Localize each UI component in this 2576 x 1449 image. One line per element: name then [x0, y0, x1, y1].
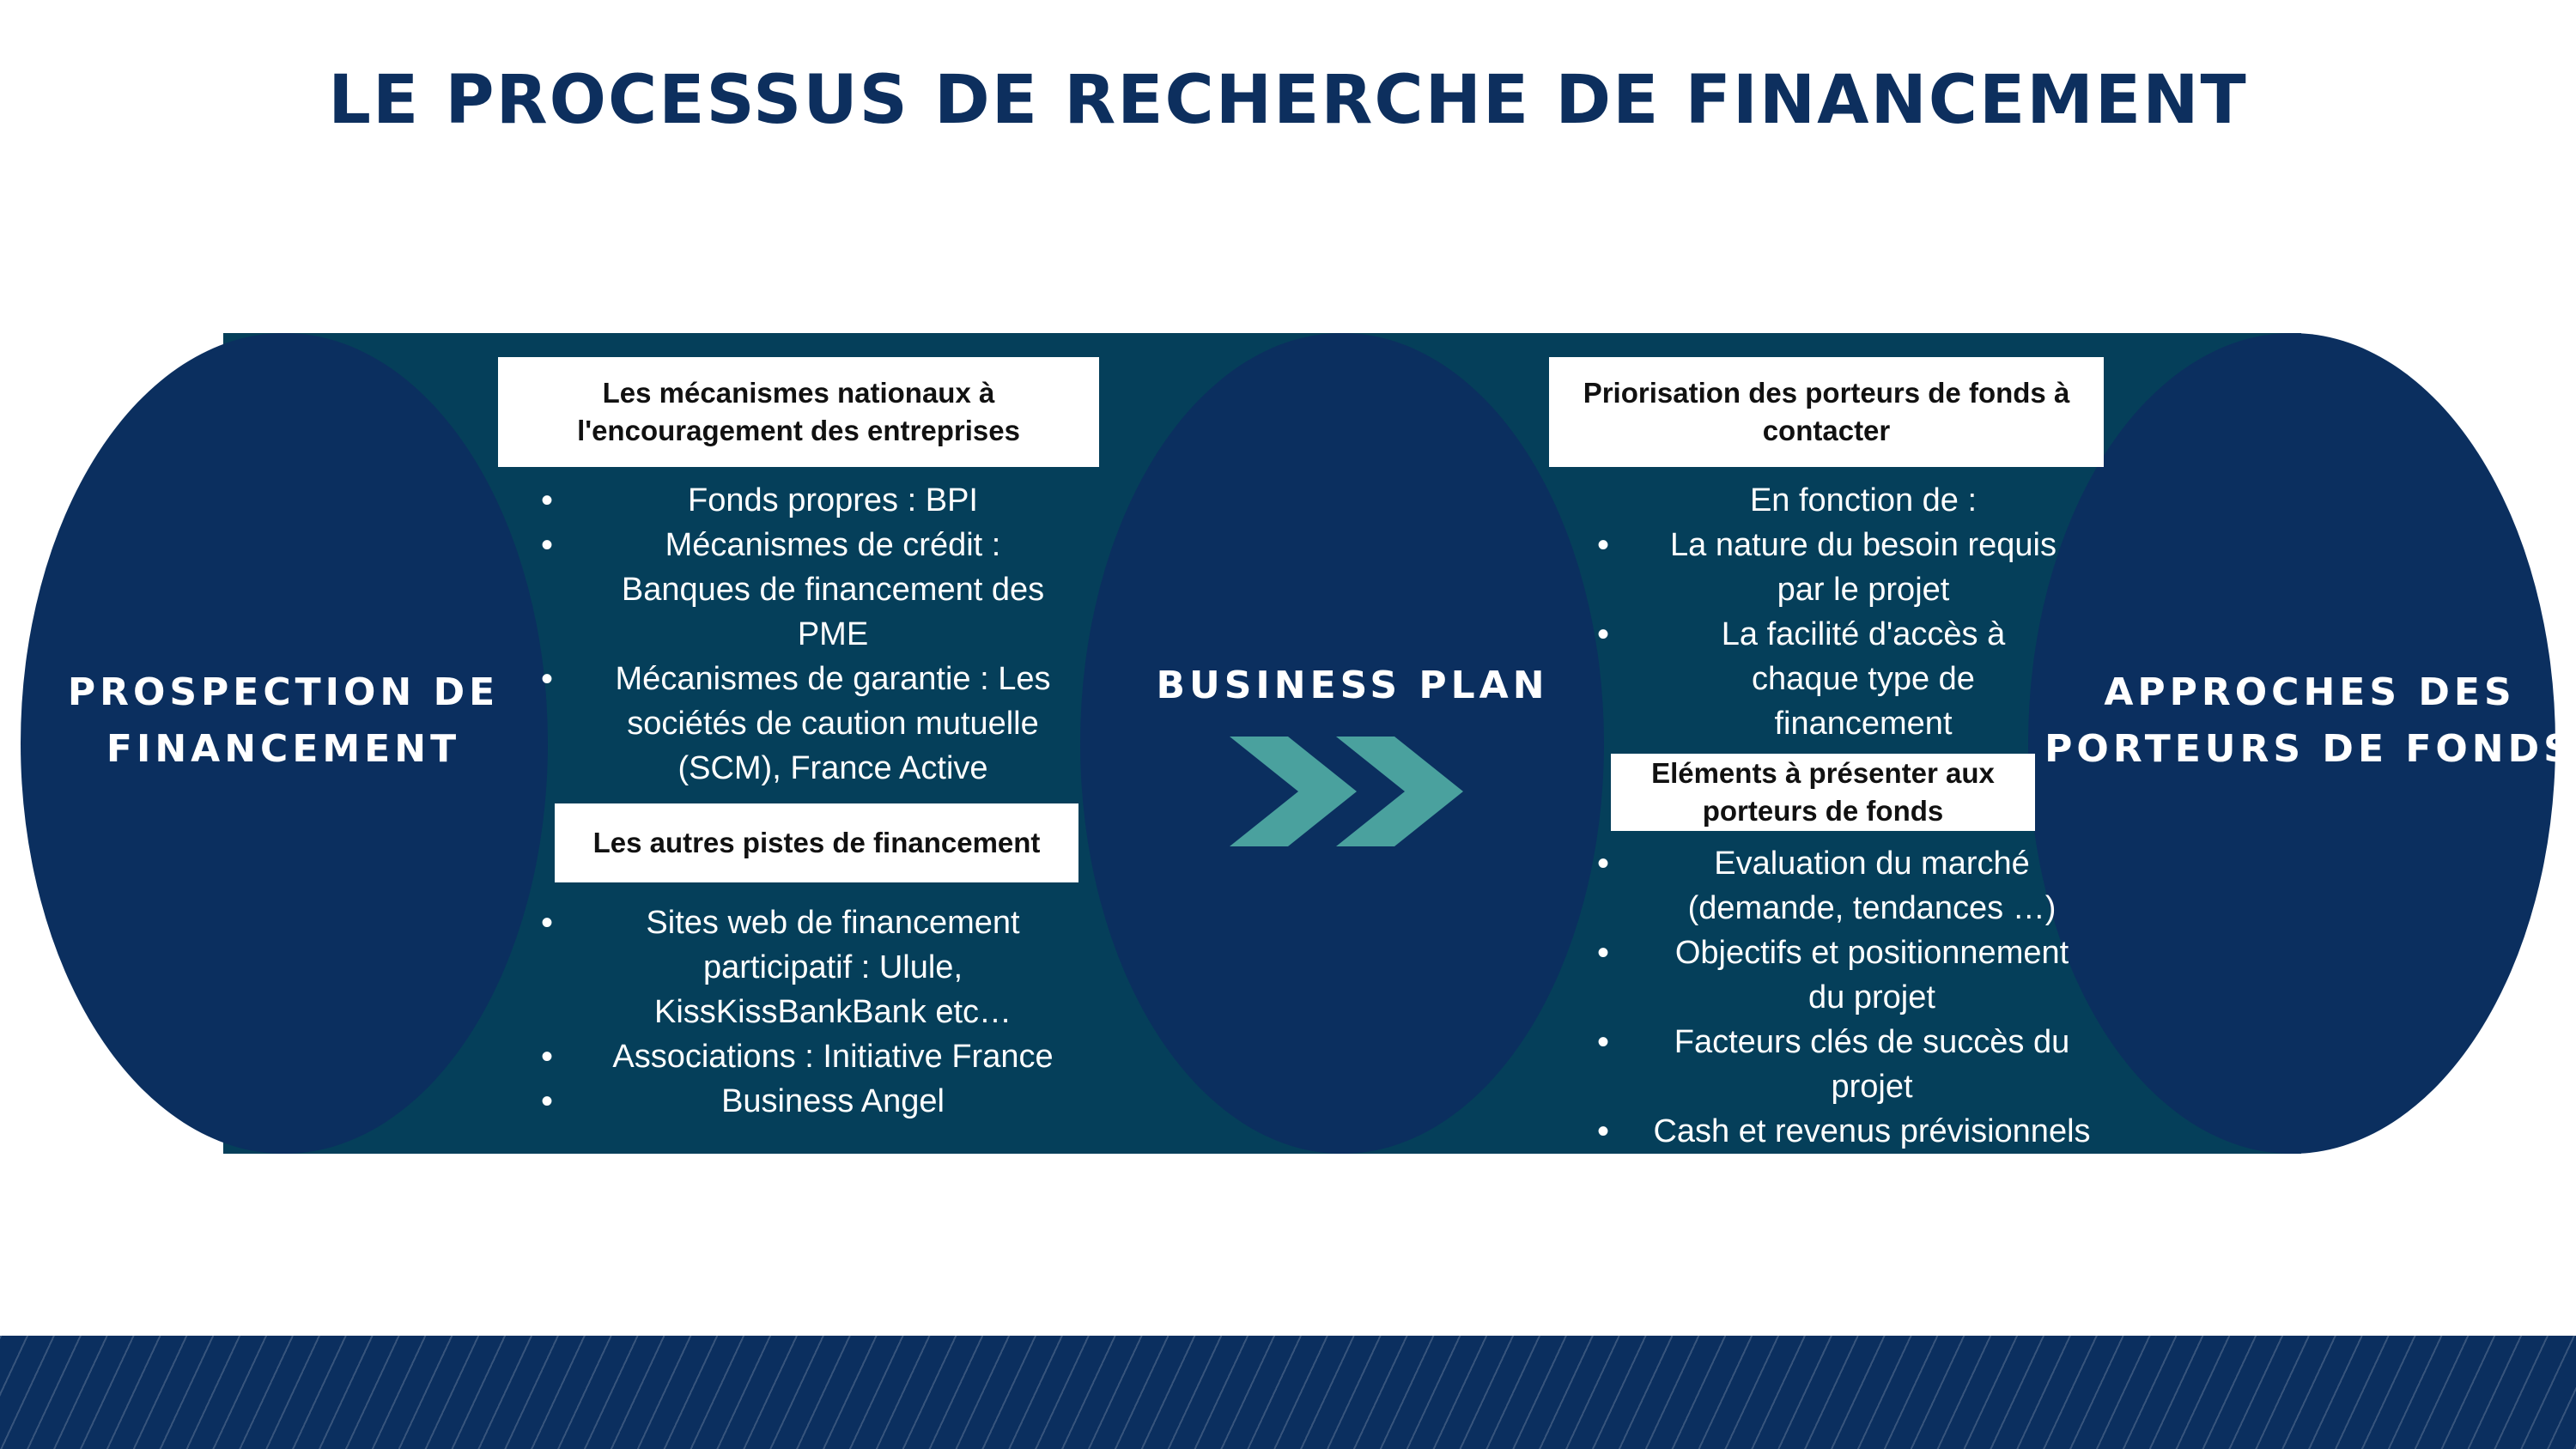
mecanismes-nationaux-list: Fonds propres : BPI Mécanismes de crédit…: [541, 478, 1116, 791]
box-c-line1: Priorisation des porteurs de fonds à: [1583, 377, 2070, 409]
business-plan-label: BUSINESS PLAN: [1156, 664, 1549, 707]
box-d-line1: Eléments à présenter aux: [1651, 757, 1995, 789]
list-item: Mécanismes de crédit :: [541, 523, 1116, 567]
box-a-line1: Les mécanismes nationaux à: [602, 377, 995, 409]
list-item-continuation: chaque type de: [1752, 661, 1975, 697]
prospection-label: PROSPECTION DE FINANCEMENT: [34, 664, 532, 778]
footer-stripe: [0, 1336, 2576, 1449]
box-a-line2: l'encouragement des entreprises: [577, 415, 1020, 446]
list-item: Mécanismes de garantie : Les: [541, 657, 1116, 701]
priorisation-box: Priorisation des porteurs de fonds à con…: [1549, 357, 2104, 467]
chevron-icon: [1336, 737, 1463, 846]
box-c-line2: contacter: [1762, 415, 1891, 446]
list-item-continuation: PME: [797, 616, 869, 652]
approches-ellipse: [2028, 333, 2555, 1154]
list-item-continuation: (SCM), France Active: [677, 750, 988, 786]
box-d-line2: porteurs de fonds: [1702, 795, 1944, 827]
chevron-icon: [1230, 737, 1357, 846]
list-item-continuation: du projet: [1808, 979, 1935, 1016]
list-item: La facilité d'accès à: [1597, 612, 2129, 657]
list-item-continuation: financement: [1774, 706, 1953, 742]
list-item-continuation: par le projet: [1777, 572, 1950, 608]
list-item: Evaluation du marché: [1597, 841, 2147, 886]
mecanismes-nationaux-box: Les mécanismes nationaux à l'encourageme…: [498, 357, 1099, 467]
prospection-ellipse: [21, 333, 548, 1154]
list-item: Associations : Initiative France: [541, 1034, 1116, 1079]
business-plan-ellipse: [1080, 333, 1604, 1154]
elements-list: Evaluation du marché (demande, tendances…: [1597, 841, 2147, 1154]
list-item: Sites web de financement: [541, 900, 1116, 945]
approches-label-line1: APPROCHES DES: [2104, 670, 2516, 714]
list-item: Business Angel: [541, 1079, 1116, 1124]
chevron-arrows-icon: [1230, 737, 1463, 846]
list-item: Facteurs clés de succès du: [1597, 1020, 2147, 1064]
autres-pistes-box: Les autres pistes de financement: [555, 803, 1078, 882]
list-item: La nature du besoin requis: [1597, 523, 2129, 567]
list-item-continuation: sociétés de caution mutuelle: [627, 706, 1039, 742]
priorisation-list: En fonction de : La nature du besoin req…: [1597, 478, 2129, 746]
list-item: Fonds propres : BPI: [541, 478, 1116, 523]
page-title: LE PROCESSUS DE RECHERCHE DE FINANCEMENT: [328, 62, 2248, 139]
approches-label-line2: PORTEURS DE FONDS: [2044, 727, 2575, 771]
prospection-label-line1: PROSPECTION DE: [67, 670, 500, 714]
list-intro: En fonction de :: [1749, 482, 1978, 518]
elements-box: Eléments à présenter aux porteurs de fon…: [1611, 754, 2035, 831]
list-item: Cash et revenus prévisionnels: [1597, 1109, 2147, 1154]
prospection-label-line2: FINANCEMENT: [106, 727, 461, 771]
list-item-continuation: KissKissBankBank etc…: [653, 994, 1012, 1030]
list-item-continuation: (demande, tendances …): [1687, 890, 2057, 926]
autres-pistes-list: Sites web de financement participatif : …: [541, 900, 1116, 1124]
list-item: Objectifs et positionnement: [1597, 931, 2147, 975]
list-item-continuation: projet: [1831, 1069, 1913, 1105]
approches-label: APPROCHES DES PORTEURS DE FONDS: [2044, 664, 2576, 778]
list-item-continuation: participatif : Ulule,: [702, 949, 963, 985]
list-item-continuation: Banques de financement des: [621, 572, 1045, 608]
